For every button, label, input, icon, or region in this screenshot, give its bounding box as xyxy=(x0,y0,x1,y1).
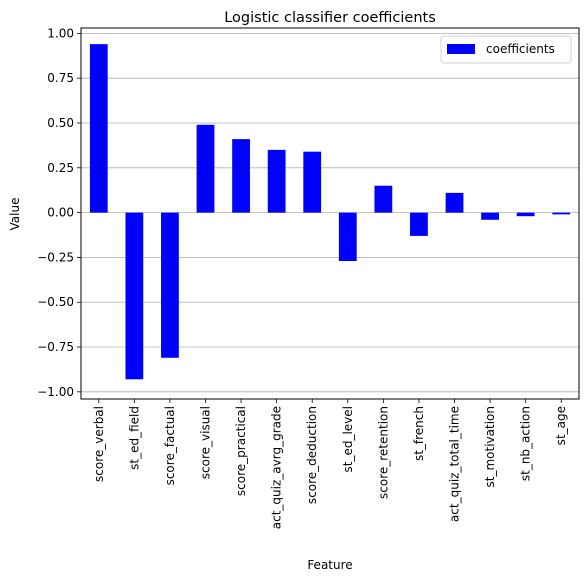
x-tick-label: score_retention xyxy=(376,406,390,499)
bar-score-deduction xyxy=(303,151,322,213)
x-tick-label: score_factual xyxy=(163,406,177,485)
x-tick-label: score_visual xyxy=(199,406,213,479)
bar-score-practical xyxy=(232,139,250,213)
x-tick-label: st_motivation xyxy=(483,406,497,487)
bar-st-age xyxy=(552,212,571,215)
x-tick-label: act_quiz_total_time xyxy=(448,406,462,522)
x-tick-label: score_verbal xyxy=(92,406,106,482)
x-tick-label: st_french xyxy=(412,406,426,461)
bar-st-ed-field xyxy=(125,212,144,380)
y-tick-label: 1.00 xyxy=(47,26,74,40)
x-tick-label: score_deduction xyxy=(305,406,319,504)
y-tick-label: 0.75 xyxy=(47,71,74,85)
legend-swatch xyxy=(447,44,475,54)
x-tick-label: score_practical xyxy=(234,406,248,496)
x-tick-label: st_ed_level xyxy=(341,406,355,473)
bar-score-visual xyxy=(196,124,215,213)
y-tick-label: −0.50 xyxy=(37,295,74,309)
legend-box xyxy=(440,35,572,64)
bar-act-quiz-avrg-grade xyxy=(267,149,286,213)
bar-score-factual xyxy=(161,212,179,358)
bars xyxy=(89,44,571,380)
chart-title: Logistic classifier coefficients xyxy=(224,10,436,26)
y-tick-label: −1.00 xyxy=(37,385,74,399)
x-tick-label: st_ed_field xyxy=(127,406,141,470)
y-tick-label: −0.75 xyxy=(37,340,74,354)
bar-st-motivation xyxy=(481,212,499,220)
x-axis-ticks: score_verbal st_ed_field score_factual scor… xyxy=(92,399,568,529)
bar-st-nb-action xyxy=(516,212,535,217)
bar-st-ed-level xyxy=(338,212,357,261)
y-tick-label: 0.50 xyxy=(47,116,74,130)
y-axis-label: Value xyxy=(8,198,22,231)
legend-label: coefficients xyxy=(486,42,555,56)
bar-score-verbal xyxy=(89,44,108,213)
legend: coefficients xyxy=(440,35,572,64)
y-tick-label: −0.25 xyxy=(37,250,74,264)
x-tick-label: act_quiz_avrg_grade xyxy=(270,406,284,529)
x-tick-label: st_age xyxy=(554,406,568,445)
y-tick-label: 0.25 xyxy=(47,161,74,175)
bar-act-quiz-total-time xyxy=(445,192,464,213)
x-axis-label: Feature xyxy=(307,558,352,572)
plot-frame xyxy=(80,27,580,400)
bar-st-french xyxy=(410,212,428,236)
x-tick-label: st_nb_action xyxy=(519,406,533,481)
y-axis-ticks: −1.00 −0.75 −0.50 −0.25 0.00 0.25 0.50 0.75 1.00 xyxy=(37,26,81,399)
bar-score-retention xyxy=(374,185,393,213)
y-tick-label: 0.00 xyxy=(47,206,74,220)
